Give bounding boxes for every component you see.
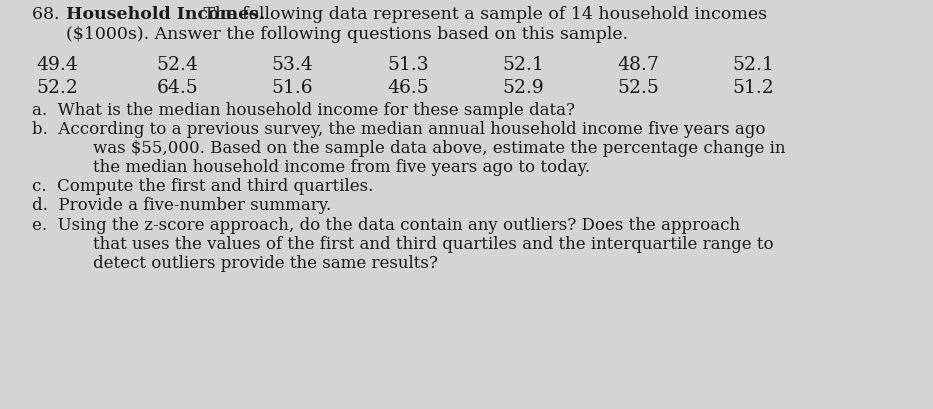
- Text: e.  Using the z-score approach, do the data contain any outliers? Does the appro: e. Using the z-score approach, do the da…: [33, 216, 741, 234]
- Text: 51.6: 51.6: [272, 79, 313, 97]
- Text: 53.4: 53.4: [272, 56, 313, 74]
- Text: 51.3: 51.3: [387, 56, 428, 74]
- Text: a.  What is the median household income for these sample data?: a. What is the median household income f…: [33, 101, 576, 119]
- Text: Household Incomes.: Household Incomes.: [66, 7, 265, 23]
- Text: 49.4: 49.4: [36, 56, 78, 74]
- Text: d.  Provide a five-number summary.: d. Provide a five-number summary.: [33, 198, 331, 214]
- Text: detect outliers provide the same results?: detect outliers provide the same results…: [92, 255, 438, 272]
- Text: b.  According to a previous survey, the median annual household income five year: b. According to a previous survey, the m…: [33, 121, 766, 138]
- Text: was $55,000. Based on the sample data above, estimate the percentage change in: was $55,000. Based on the sample data ab…: [92, 140, 786, 157]
- Text: 52.5: 52.5: [618, 79, 660, 97]
- Text: The following data represent a sample of 14 household incomes: The following data represent a sample of…: [198, 7, 767, 23]
- Text: 64.5: 64.5: [157, 79, 198, 97]
- Text: 51.2: 51.2: [732, 79, 774, 97]
- Text: 46.5: 46.5: [387, 79, 428, 97]
- Text: 52.1: 52.1: [502, 56, 544, 74]
- Text: that uses the values of the first and third quartiles and the interquartile rang: that uses the values of the first and th…: [92, 236, 773, 253]
- Text: 52.2: 52.2: [36, 79, 78, 97]
- Text: 52.4: 52.4: [157, 56, 199, 74]
- Text: c.  Compute the first and third quartiles.: c. Compute the first and third quartiles…: [33, 178, 374, 195]
- Text: 52.9: 52.9: [502, 79, 544, 97]
- Text: 52.1: 52.1: [732, 56, 774, 74]
- Text: 68.: 68.: [33, 7, 65, 23]
- Text: 48.7: 48.7: [618, 56, 660, 74]
- Text: ($1000s). Answer the following questions based on this sample.: ($1000s). Answer the following questions…: [66, 25, 628, 43]
- Text: the median household income from five years ago to today.: the median household income from five ye…: [92, 159, 590, 176]
